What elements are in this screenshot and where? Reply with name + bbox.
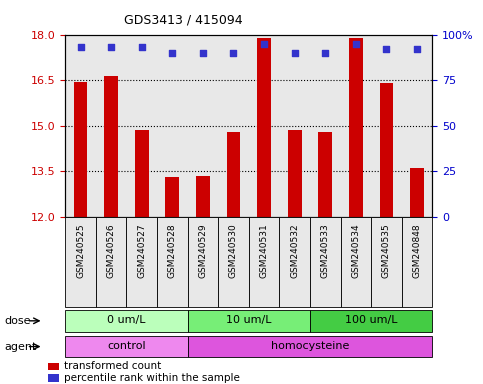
- Text: GSM240529: GSM240529: [199, 223, 207, 278]
- Bar: [65, 336, 187, 358]
- Bar: [104, 76, 118, 217]
- Bar: [127, 217, 157, 307]
- Text: 100 um/L: 100 um/L: [345, 315, 398, 325]
- Bar: [257, 38, 271, 217]
- Bar: [218, 217, 249, 307]
- Bar: [410, 168, 424, 217]
- Bar: [380, 83, 393, 217]
- Bar: [187, 310, 310, 332]
- Text: GSM240533: GSM240533: [321, 223, 330, 278]
- Point: [138, 44, 145, 50]
- Text: GSM240527: GSM240527: [137, 223, 146, 278]
- Bar: [165, 177, 179, 217]
- Bar: [310, 217, 341, 307]
- Text: GSM240848: GSM240848: [412, 223, 422, 278]
- Text: GSM240528: GSM240528: [168, 223, 177, 278]
- Point: [107, 44, 115, 50]
- Point: [260, 41, 268, 47]
- Text: transformed count: transformed count: [64, 361, 161, 371]
- Bar: [187, 217, 218, 307]
- Bar: [318, 132, 332, 217]
- Text: GSM240531: GSM240531: [259, 223, 269, 278]
- Text: dose: dose: [5, 316, 31, 326]
- Text: GSM240532: GSM240532: [290, 223, 299, 278]
- Text: GSM240535: GSM240535: [382, 223, 391, 278]
- Bar: [371, 217, 402, 307]
- Bar: [157, 217, 187, 307]
- Bar: [196, 176, 210, 217]
- Bar: [288, 130, 301, 217]
- Bar: [48, 374, 59, 382]
- Bar: [65, 217, 96, 307]
- Text: GSM240526: GSM240526: [107, 223, 115, 278]
- Text: GDS3413 / 415094: GDS3413 / 415094: [124, 13, 243, 26]
- Point: [413, 46, 421, 52]
- Point: [229, 50, 237, 56]
- Text: GSM240534: GSM240534: [351, 223, 360, 278]
- Bar: [349, 38, 363, 217]
- Bar: [73, 82, 87, 217]
- Bar: [48, 363, 59, 370]
- Bar: [135, 130, 149, 217]
- Text: 10 um/L: 10 um/L: [226, 315, 271, 325]
- Text: control: control: [107, 341, 146, 351]
- Bar: [65, 310, 187, 332]
- Point: [352, 41, 360, 47]
- Text: 0 um/L: 0 um/L: [107, 315, 146, 325]
- Point: [291, 50, 298, 56]
- Bar: [96, 217, 127, 307]
- Bar: [249, 217, 279, 307]
- Text: percentile rank within the sample: percentile rank within the sample: [64, 373, 240, 383]
- Bar: [402, 217, 432, 307]
- Bar: [310, 310, 432, 332]
- Point: [77, 44, 85, 50]
- Point: [199, 50, 207, 56]
- Text: homocysteine: homocysteine: [271, 341, 349, 351]
- Bar: [227, 132, 241, 217]
- Text: agent: agent: [5, 341, 37, 352]
- Point: [321, 50, 329, 56]
- Point: [383, 46, 390, 52]
- Point: [169, 50, 176, 56]
- Bar: [279, 217, 310, 307]
- Text: GSM240525: GSM240525: [76, 223, 85, 278]
- Text: GSM240530: GSM240530: [229, 223, 238, 278]
- Bar: [187, 336, 432, 358]
- Bar: [341, 217, 371, 307]
